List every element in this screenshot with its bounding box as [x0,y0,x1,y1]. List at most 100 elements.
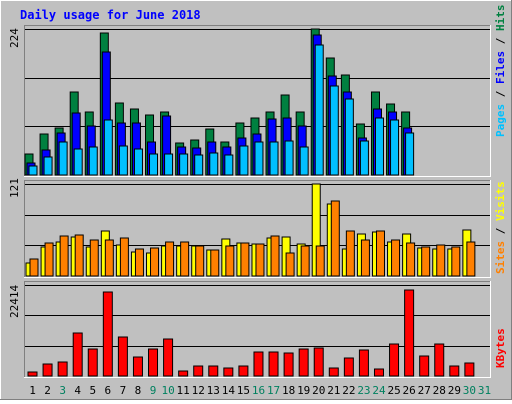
x-axis-day-label: 21 [327,384,340,397]
kbytes-bar [208,365,219,377]
x-axis-labels: 1 2 3 4 5 6 7 8 9 10 11 12 13 14 15 16 17 18 19 20 21 22 23 24 2… [29,384,491,397]
pages-bar [390,119,400,176]
sites-bar [315,245,325,277]
sites-bar [270,235,280,277]
kbytes-bar [193,365,204,377]
sites-bar [29,258,39,277]
x-axis-day-label: 26 [403,384,416,397]
pages-bar [103,119,113,176]
kbytes-bar [373,368,384,377]
pages-bar [194,154,204,176]
sites-bar [150,247,160,277]
sites-bar [300,245,310,277]
x-axis-day-label: 29 [448,384,461,397]
chart-title: Daily usage for June 2018 [20,8,201,22]
pages-bar [299,146,309,176]
x-axis-day-label: 3 [59,384,66,397]
pages-bar [28,165,38,176]
x-axis-day-label: 5 [89,384,96,397]
x-axis-day-label: 23 [357,384,370,397]
x-axis-day-label: 15 [237,384,250,397]
sites-bar [240,242,250,277]
kbytes-bar [434,343,445,377]
sites-bar [421,246,431,277]
sites-bar [466,241,476,277]
kbytes-bar [87,348,98,377]
kbytes-bar [148,348,159,377]
kbytes-bar [42,363,53,377]
sites-bar [360,239,370,277]
legend-visits: Visits [494,181,507,221]
x-axis-day-label: 28 [433,384,446,397]
legend-kbytes: KBytes [494,328,507,368]
kbytes-bar [464,362,475,377]
kbytes-bar [132,356,143,377]
x-axis-day-label: 25 [387,384,400,397]
sites-bar [119,237,129,277]
x-axis-day-label: 20 [312,384,325,397]
x-axis-day-label: 8 [135,384,142,397]
sites-bar [406,242,416,277]
legend-sep-3: / [494,221,507,241]
kbytes-bar [223,367,234,377]
sites-bar [44,242,54,277]
kbytes-bar [283,352,294,377]
sites-bar [59,235,69,277]
kbytes-bar [102,291,113,377]
sites-bar [74,234,84,277]
kbytes-bar [419,355,430,377]
pages-bar [133,148,143,176]
pages-bar [374,117,384,176]
pages-bar [224,154,234,176]
pages-bar [209,152,219,176]
pages-bar [314,44,324,176]
sites-bar [330,200,340,277]
pages-bar [254,141,264,176]
sites-bar [345,230,355,277]
sites-bar [134,248,144,277]
sites-bar [225,245,235,277]
sites-bar [210,249,220,277]
kbytes-bar [238,365,249,377]
x-axis-day-label: 16 [252,384,265,397]
hits-panel-ymax-label: 224 [8,28,21,48]
legend-sep-1: / [494,84,507,104]
pages-bar [284,140,294,176]
kbytes-bar [72,332,83,377]
pages-bar [179,153,189,176]
kbytes-bar [57,361,68,377]
sites-bar [375,230,385,277]
pages-bar [149,153,159,176]
pages-bar [405,132,415,176]
panel-frames [24,25,491,378]
sites-bar [391,239,401,277]
sites-bar [165,241,175,277]
pages-bar [344,98,354,176]
kbytes-panel-ymax-label: 22414 [8,285,21,318]
pages-bar [359,140,369,176]
kbytes-bar [178,370,189,377]
pages-bar [269,141,279,176]
pages-bar [58,141,68,176]
x-axis-day-label: 22 [342,384,355,397]
sites-bar [180,241,190,277]
x-axis-day-label: 4 [74,384,81,397]
kbytes-bar [404,289,415,377]
visits-panel-legend: Sites / Visits [494,181,507,274]
x-axis-day-label: 12 [192,384,205,397]
kbytes-panel-legend: KBytes [494,328,507,368]
legend-files: Files [494,51,507,84]
panel-bars [24,28,476,377]
legend-hits: Hits [494,5,507,32]
legend-sites: Sites [494,241,507,274]
pages-bar [239,145,249,176]
x-axis-day-label: 17 [267,384,280,397]
sites-bar [89,239,99,277]
kbytes-bar [358,349,369,377]
sites-bar [255,243,265,277]
kbytes-bar [268,351,279,377]
kbytes-bar [253,351,264,377]
x-axis-day-label: 31 [478,384,491,397]
legend-pages: Pages [494,104,507,137]
